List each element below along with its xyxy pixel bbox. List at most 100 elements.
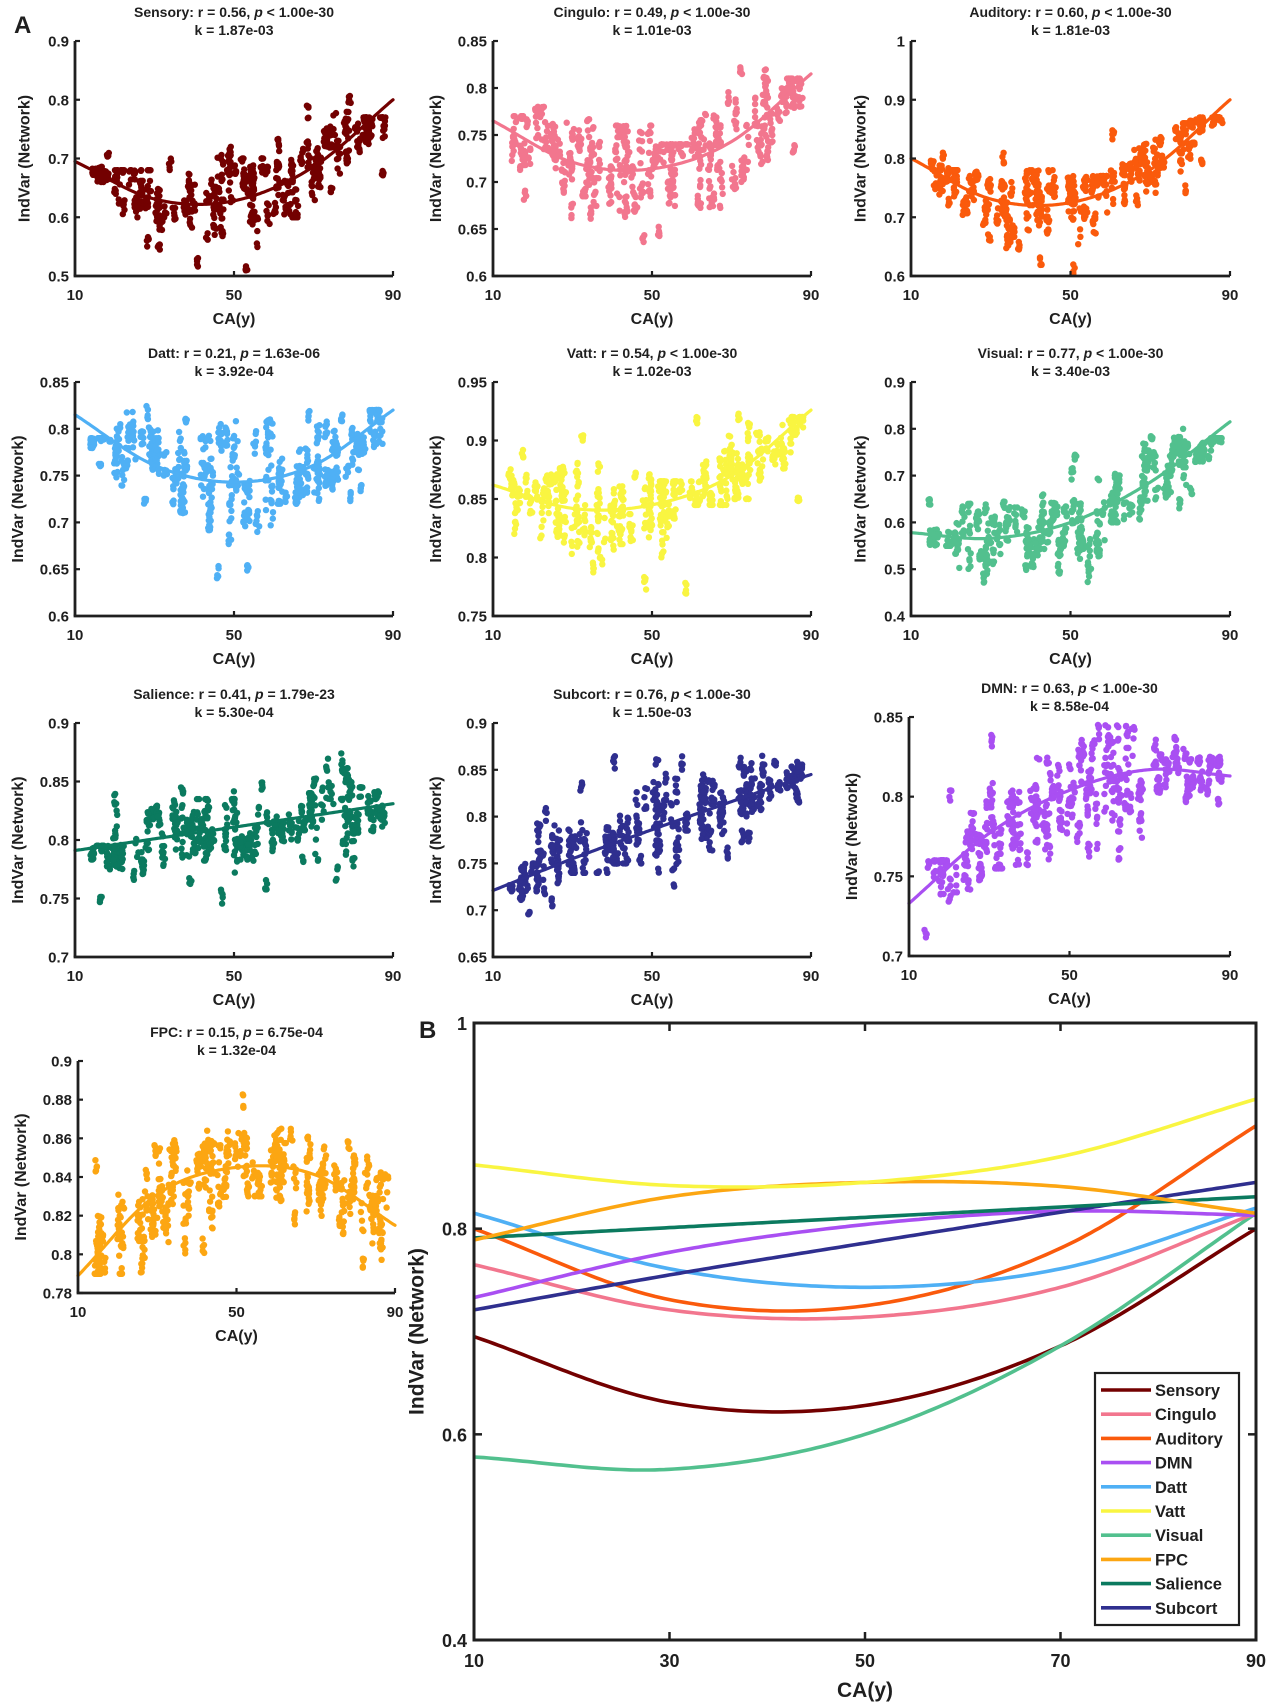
- scatter-point: [518, 146, 525, 153]
- scatter-point: [1022, 562, 1029, 569]
- scatter-point: [1100, 499, 1108, 506]
- scatter-point: [337, 417, 345, 424]
- scatter-point: [683, 581, 690, 588]
- scatter-point: [641, 577, 649, 584]
- scatter-point: [639, 180, 646, 187]
- scatter-point: [1080, 210, 1088, 218]
- scatter-point: [508, 157, 515, 165]
- scatter-point: [123, 409, 130, 416]
- scatter-point: [660, 478, 668, 485]
- scatter-point: [960, 504, 967, 511]
- scatter-point: [1155, 152, 1162, 159]
- scatter-point: [984, 527, 991, 534]
- scatter-point: [1157, 139, 1165, 146]
- y-tick-label: 0.75: [458, 609, 487, 626]
- scatter-point: [1110, 200, 1117, 208]
- scatter-point: [1012, 520, 1019, 528]
- scatter-point: [788, 440, 795, 447]
- scatter-point: [938, 162, 945, 169]
- scatter-point: [756, 438, 763, 445]
- scatter-point: [215, 429, 222, 436]
- scatter-point: [608, 181, 615, 188]
- scatter-point: [1034, 545, 1041, 552]
- scatter-point: [700, 467, 707, 474]
- scatter-point: [1051, 193, 1059, 200]
- scatter-point: [761, 122, 768, 129]
- scatter-point: [1157, 133, 1164, 141]
- scatter-point: [758, 160, 765, 168]
- scatter-point: [724, 495, 731, 503]
- scatter-point: [1152, 494, 1160, 501]
- scatter-point: [660, 509, 668, 516]
- scatter-point: [171, 212, 178, 220]
- scatter-point: [629, 536, 636, 544]
- scatter-point: [1070, 261, 1077, 268]
- scatter-point: [973, 168, 980, 175]
- y-tick-label: 0.85: [40, 375, 69, 392]
- scatter-point: [951, 529, 959, 536]
- scatter-point: [200, 446, 207, 453]
- x-tick-label: 10: [903, 287, 920, 304]
- scatter-point: [115, 196, 122, 203]
- scatter-point: [1009, 185, 1016, 192]
- scatter-point: [594, 468, 602, 475]
- y-tick-label: 0.8: [466, 81, 487, 98]
- scatter-point: [742, 476, 749, 483]
- scatter-point: [198, 482, 205, 489]
- scatter-point: [294, 484, 301, 492]
- scatter-point: [137, 433, 144, 441]
- scatter-point: [646, 137, 654, 145]
- scatter-point: [207, 509, 214, 516]
- scatter-point: [532, 119, 540, 127]
- scatter-point: [1152, 170, 1159, 177]
- scatter-point: [596, 500, 603, 507]
- scatter-point: [1180, 472, 1188, 479]
- scatter-point: [207, 502, 215, 510]
- scatter-point: [568, 550, 575, 558]
- scatter-point: [311, 196, 318, 204]
- scatter-point: [1068, 508, 1076, 516]
- scatter-point: [716, 463, 724, 470]
- scatter-point: [1185, 153, 1192, 161]
- scatter-point: [783, 109, 790, 116]
- scatter-point: [208, 485, 216, 493]
- scatter-point: [1004, 515, 1011, 522]
- scatter-point: [1023, 215, 1030, 222]
- scatter-point: [716, 165, 723, 172]
- scatter-point: [533, 134, 540, 142]
- scatter-point: [1002, 528, 1009, 535]
- scatter-point: [511, 113, 518, 120]
- scatter-point: [1076, 555, 1084, 562]
- scatter-point: [595, 141, 602, 148]
- x-tick-label: 90: [1222, 287, 1239, 304]
- scatter-point: [665, 200, 672, 207]
- scatter-point: [333, 441, 340, 448]
- scatter-point: [709, 193, 716, 200]
- scatter-point: [200, 459, 207, 467]
- scatter-point: [1094, 548, 1102, 555]
- scatter-point: [292, 196, 299, 204]
- scatter-point: [262, 506, 270, 514]
- scatter-point: [1107, 167, 1115, 174]
- scatter-point: [587, 528, 594, 536]
- scatter-point: [728, 441, 735, 448]
- scatter-point: [667, 194, 674, 201]
- scatter-point: [616, 530, 624, 537]
- scatter-point: [118, 453, 126, 461]
- scatter-point: [147, 428, 154, 435]
- scatter-point: [1113, 482, 1120, 489]
- scatter-point: [1088, 189, 1095, 196]
- scatter-point: [185, 170, 192, 177]
- scatter-point: [678, 142, 685, 150]
- scatter-point: [587, 215, 594, 222]
- scatter-point: [1136, 505, 1144, 512]
- scatter-point: [89, 438, 96, 445]
- scatter-point: [631, 191, 638, 198]
- scatter-point: [741, 154, 748, 161]
- scatter-point: [207, 523, 214, 531]
- scatter-point: [1001, 504, 1008, 511]
- scatter-point: [160, 472, 168, 479]
- scatter-point: [754, 460, 761, 467]
- scatter-point: [1141, 475, 1148, 482]
- scatter-point: [329, 185, 336, 192]
